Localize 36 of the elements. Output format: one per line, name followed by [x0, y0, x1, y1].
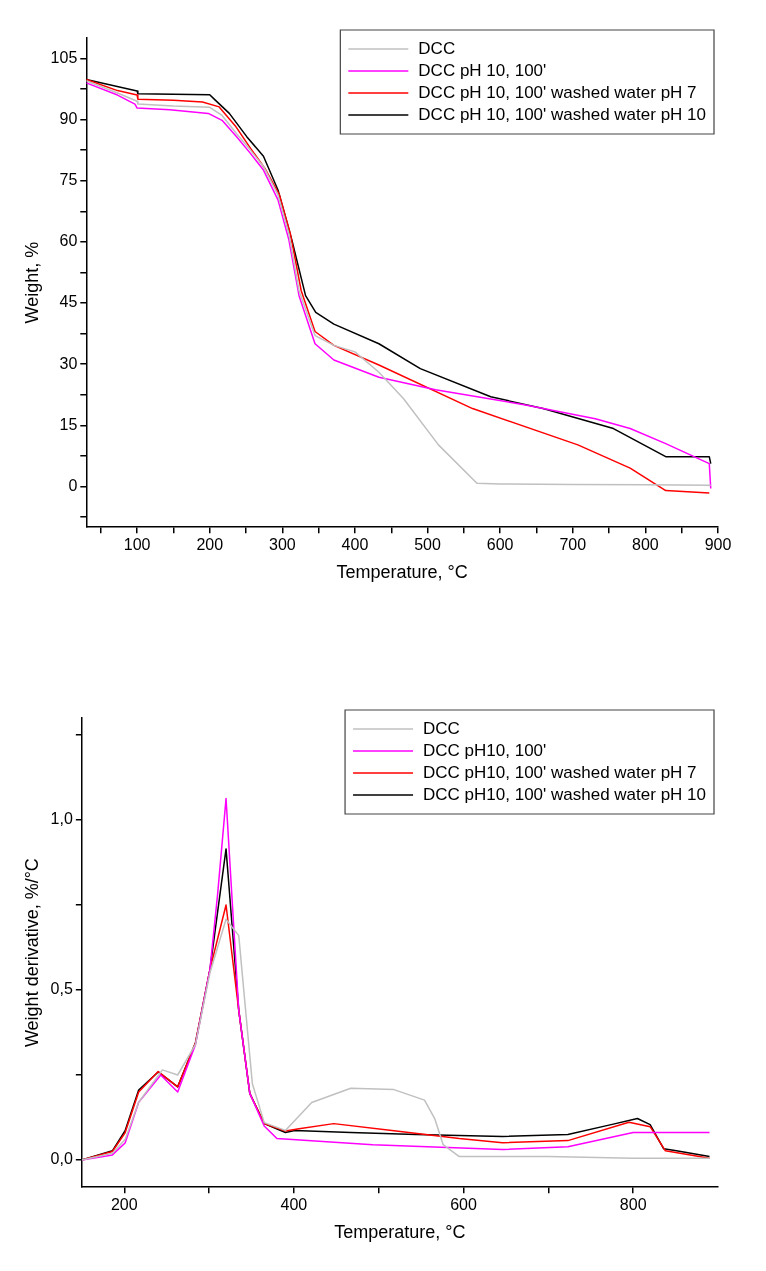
legend-label: DCC — [423, 718, 460, 738]
y-axis-title: Weight, % — [21, 241, 42, 324]
x-axis-title: Temperature, °C — [334, 1222, 466, 1243]
y-axis-title: Weight derivative, %/°C — [21, 858, 42, 1048]
x-tick-label: 400 — [280, 1196, 308, 1214]
y-tick-label: 30 — [59, 354, 78, 372]
legend-label: DCC pH 10, 100' washed water pH 10 — [418, 104, 706, 124]
y-tick-label: 90 — [59, 109, 78, 127]
y-tick-label: 0,0 — [50, 1150, 73, 1168]
legend-label: DCC pH10, 100' washed water pH 10 — [423, 784, 706, 804]
x-tick-label: 600 — [450, 1196, 477, 1214]
y-tick-label: 0 — [68, 476, 78, 494]
x-tick-label: 400 — [341, 536, 369, 554]
y-tick-label: 75 — [59, 171, 78, 189]
legend-label: DCC pH 10, 100' washed water pH 7 — [418, 82, 697, 102]
legend-label: DCC — [418, 38, 456, 58]
y-tick-label: 105 — [50, 48, 78, 66]
x-tick-label: 300 — [268, 536, 296, 554]
y-tick-label: 45 — [59, 293, 78, 311]
x-tick-label: 100 — [123, 536, 151, 554]
y-tick-label: 1,0 — [50, 810, 73, 828]
x-tick-label: 900 — [704, 536, 732, 554]
x-tick-label: 500 — [414, 536, 442, 554]
legend-label: DCC pH 10, 100' — [418, 60, 547, 80]
y-tick-label: 0,5 — [50, 980, 73, 998]
y-tick-label: 15 — [59, 415, 78, 433]
legend-label: DCC pH10, 100' — [423, 740, 547, 760]
x-tick-label: 700 — [559, 536, 587, 554]
legend-label: DCC pH10, 100' washed water pH 7 — [423, 762, 697, 782]
x-axis-title: Temperature, °C — [336, 562, 468, 583]
x-tick-label: 200 — [110, 1196, 138, 1214]
y-tick-label: 60 — [59, 232, 78, 250]
x-tick-label: 600 — [486, 536, 514, 554]
x-tick-label: 200 — [196, 536, 224, 554]
x-tick-label: 800 — [619, 1196, 647, 1214]
x-tick-label: 800 — [632, 536, 659, 554]
